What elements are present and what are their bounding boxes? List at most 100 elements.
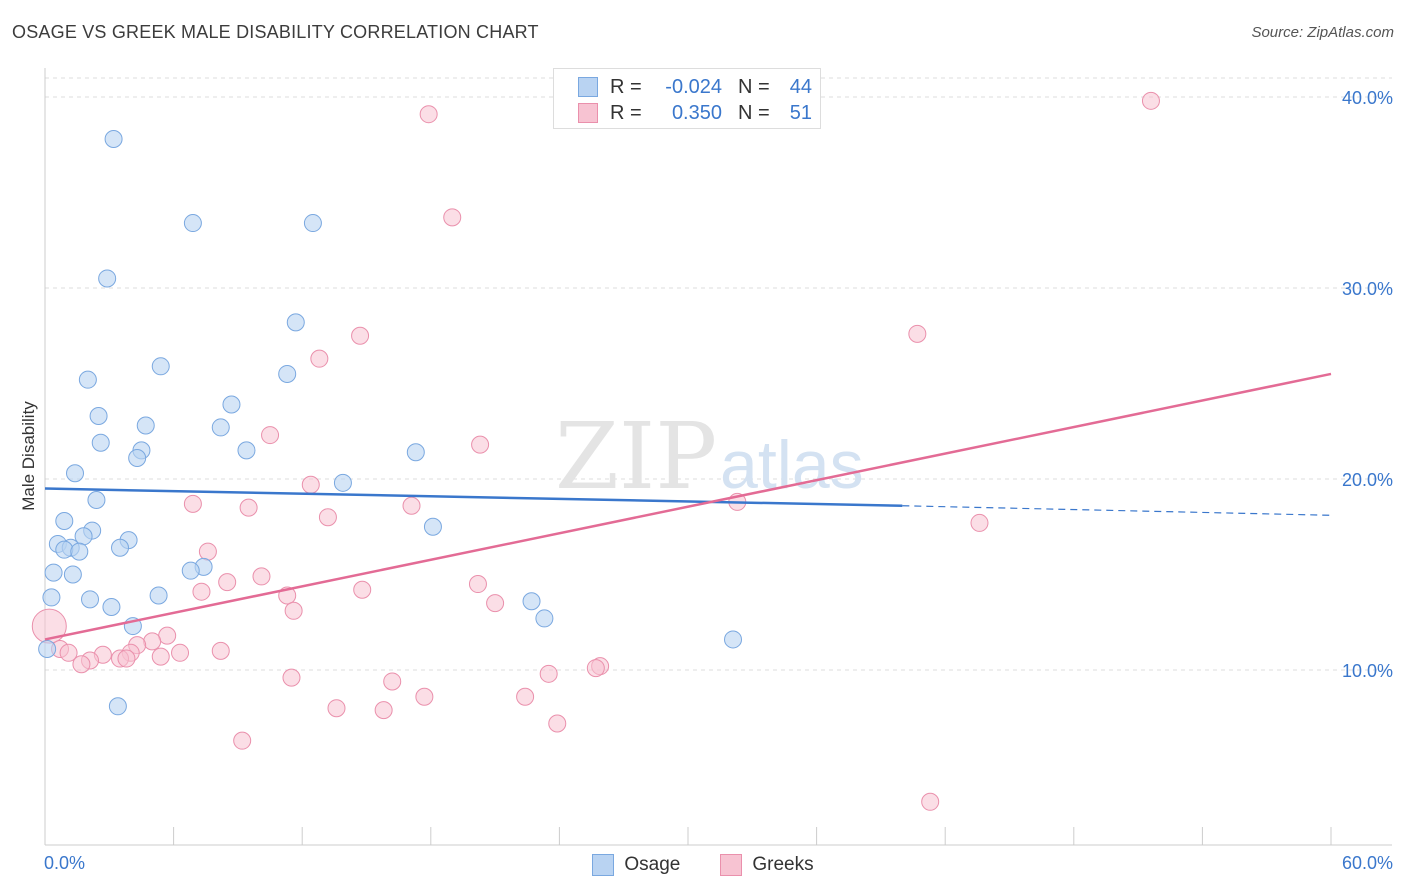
osage-point — [87, 491, 106, 510]
osage-swatch — [578, 77, 598, 97]
greeks-point — [970, 513, 989, 532]
axis-layer — [44, 68, 1392, 846]
osage-r-label: R = — [610, 75, 642, 98]
watermark-zip: ZIP — [555, 403, 717, 510]
greeks-point — [117, 649, 136, 668]
greeks-point — [284, 601, 303, 620]
greeks-point — [143, 632, 162, 651]
greeks-point — [198, 542, 217, 561]
osage-point — [237, 441, 256, 460]
greeks-point — [59, 643, 78, 662]
osage-point — [42, 588, 61, 607]
osage-point — [108, 697, 127, 716]
stats-row-greeks: R = 0.350 N = 51 — [578, 101, 812, 125]
osage-point — [38, 639, 57, 658]
greeks-point — [183, 494, 202, 513]
greeks-point — [415, 687, 434, 706]
stats-box: R = -0.024 N = 44 R = 0.350 N = 51 — [553, 68, 821, 129]
osage-point — [70, 542, 89, 561]
legend-item-osage[interactable]: Osage — [592, 854, 680, 876]
legend-osage-label: Osage — [624, 854, 681, 875]
osage-point — [522, 592, 541, 611]
greeks-point — [158, 626, 177, 645]
greeks-point — [374, 701, 393, 720]
osage-point — [111, 538, 130, 557]
source-label: Source: ZipAtlas.com — [1251, 24, 1394, 41]
legend-item-greeks[interactable]: Greeks — [720, 854, 814, 876]
greeks-point — [252, 567, 271, 586]
osage-point — [423, 517, 442, 536]
x-tick-label-min: 0.0% — [44, 853, 85, 873]
osage-point — [78, 370, 97, 389]
greeks-point — [282, 668, 301, 687]
osage-point — [724, 630, 743, 649]
osage-point — [535, 609, 554, 628]
osage-point — [44, 563, 63, 582]
greeks-point — [192, 582, 211, 601]
osage-r-value: -0.024 — [665, 75, 722, 98]
osage-point — [55, 512, 74, 531]
osage-point — [406, 443, 425, 462]
osage-n-value: 44 — [789, 75, 812, 98]
greeks-point — [171, 643, 190, 662]
y-tick-label: 20.0% — [1342, 470, 1393, 490]
legend-osage-swatch — [592, 854, 615, 876]
osage-point — [222, 395, 241, 414]
greeks-point — [486, 594, 505, 613]
greeks-point — [351, 326, 370, 345]
greeks-point — [218, 573, 237, 592]
greeks-n-value: 51 — [789, 101, 812, 124]
legend-greeks-swatch — [720, 854, 743, 876]
osage-point — [55, 540, 74, 559]
y-tick-label: 10.0% — [1342, 661, 1393, 681]
osage-point — [98, 269, 117, 288]
y-tick-label: 40.0% — [1342, 88, 1393, 108]
watermark-atlas: atlas — [720, 427, 864, 503]
greeks-point — [151, 647, 170, 666]
osage-point — [91, 433, 110, 452]
chart-legend: Osage Greeks — [0, 852, 1406, 878]
osage-point — [183, 214, 202, 233]
y-tick-label: 30.0% — [1342, 279, 1393, 299]
chart-title: OSAGE VS GREEK MALE DISABILITY CORRELATI… — [12, 22, 539, 42]
greeks-point — [468, 575, 487, 594]
greeks-point — [310, 349, 329, 368]
osage-point — [151, 357, 170, 376]
greeks-point — [548, 714, 567, 733]
greeks-point — [419, 105, 438, 124]
osage-point — [286, 313, 305, 332]
greeks-point — [261, 426, 280, 445]
greeks-point — [586, 659, 605, 678]
legend-greeks-label: Greeks — [752, 854, 814, 875]
greeks-trend-line — [44, 372, 1332, 641]
greeks-r-value: 0.350 — [671, 101, 722, 124]
greeks-point — [72, 655, 91, 674]
greeks-point — [383, 672, 402, 691]
y-axis-label: Male Disability — [19, 401, 38, 511]
greeks-point — [539, 664, 558, 683]
greeks-point — [921, 792, 940, 811]
osage-point — [102, 597, 121, 616]
osage-point — [149, 586, 168, 605]
osage-point — [278, 364, 297, 383]
greeks-point — [908, 324, 927, 343]
greeks-point — [211, 641, 230, 660]
osage-point — [66, 464, 85, 483]
greeks-point — [402, 496, 421, 515]
osage-point — [211, 418, 230, 437]
osage-trend-extension — [902, 505, 1332, 516]
greeks-swatch — [578, 103, 598, 123]
watermark: ZIP atlas — [555, 403, 864, 510]
osage-point — [104, 130, 123, 149]
greeks-point — [301, 475, 320, 494]
greeks-point — [233, 731, 252, 750]
stats-row-osage: R = -0.024 N = 44 — [578, 75, 812, 99]
osage-point — [181, 561, 200, 580]
greeks-point — [516, 687, 535, 706]
osage-points — [38, 130, 743, 716]
greeks-point — [239, 498, 258, 517]
osage-point — [89, 406, 108, 425]
osage-n-label: N = — [738, 75, 770, 98]
osage-point — [63, 565, 82, 584]
